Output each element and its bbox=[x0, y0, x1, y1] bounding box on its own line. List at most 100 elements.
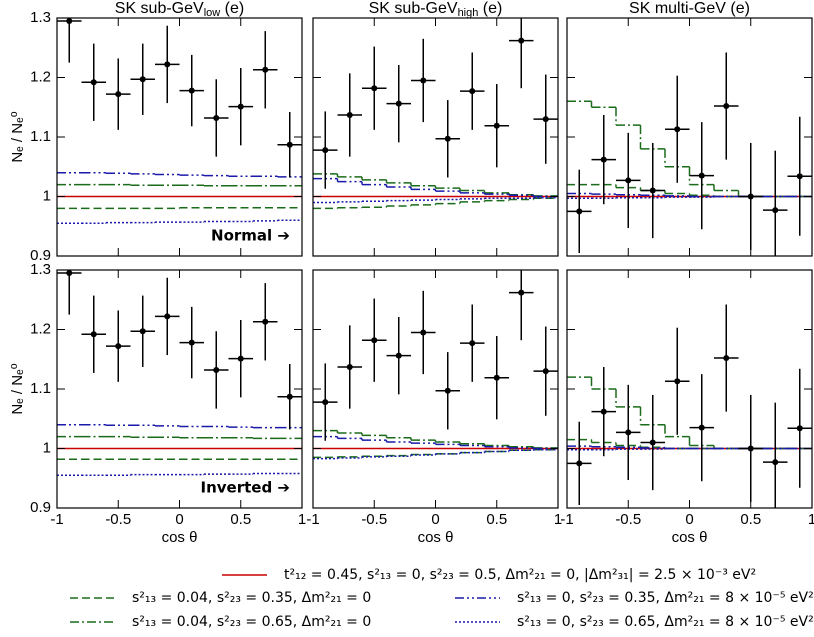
data-point bbox=[371, 85, 378, 92]
data-point bbox=[493, 374, 500, 381]
x-axis-label: cos θ bbox=[162, 529, 198, 546]
x-tick-label: -1 bbox=[306, 511, 319, 528]
y-tick-label: 1.3 bbox=[30, 261, 51, 278]
data-point bbox=[237, 355, 244, 362]
data-point bbox=[493, 122, 500, 129]
data-point bbox=[747, 445, 754, 452]
y-tick-label: 0.9 bbox=[30, 499, 51, 516]
data-point bbox=[164, 61, 171, 68]
data-point bbox=[66, 270, 73, 276]
data-point bbox=[796, 173, 803, 180]
data-point bbox=[542, 368, 549, 375]
data-point bbox=[213, 114, 220, 121]
x-tick-label: 1 bbox=[554, 511, 562, 528]
y-axis-label: Nₑ / Nₑ⁰ bbox=[9, 363, 26, 414]
data-point bbox=[649, 439, 656, 446]
legend-label: s²₁₃ = 0.04, s²₂₃ = 0.65, Δm²₂₁ = 0 bbox=[132, 614, 371, 630]
x-tick-label: 1 bbox=[808, 511, 814, 528]
data-point bbox=[371, 337, 378, 344]
x-axis-label: cos θ bbox=[418, 529, 454, 546]
data-point bbox=[444, 135, 451, 142]
data-point bbox=[576, 208, 583, 215]
plot-area bbox=[313, 270, 558, 460]
y-tick-label: 1 bbox=[43, 187, 51, 204]
data-point bbox=[796, 425, 803, 432]
legend-label: s²₁₃ = 0, s²₂₃ = 0.35, Δm²₂₁ = 8 × 10⁻⁵ … bbox=[517, 590, 814, 606]
title-subscript: high bbox=[458, 7, 479, 19]
title-part: (e) bbox=[478, 0, 502, 17]
legend-label: s²₁₃ = 0, s²₂₃ = 0.65, Δm²₂₁ = 8 × 10⁻⁵ … bbox=[517, 614, 814, 630]
data-point bbox=[213, 366, 220, 373]
data-point bbox=[188, 87, 195, 94]
x-tick-label: 0 bbox=[431, 511, 439, 528]
data-point bbox=[139, 76, 146, 83]
y-tick-label: 1.2 bbox=[30, 320, 51, 337]
data-point bbox=[723, 103, 730, 110]
data-point bbox=[576, 460, 583, 467]
data-point bbox=[600, 408, 607, 415]
panel-title: SK sub-GeVhigh (e) bbox=[369, 0, 503, 19]
data-point bbox=[698, 424, 705, 431]
y-tick-label: 1.1 bbox=[30, 128, 51, 145]
data-point bbox=[625, 429, 632, 436]
x-axis-label: cos θ bbox=[672, 529, 708, 546]
title-part: SK multi-GeV (e) bbox=[629, 0, 750, 17]
data-point bbox=[674, 378, 681, 385]
data-point bbox=[542, 116, 549, 123]
x-tick-label: -1 bbox=[50, 511, 63, 528]
x-tick-label: 1 bbox=[298, 511, 306, 528]
x-tick-label: -0.5 bbox=[105, 511, 131, 528]
plot-area bbox=[567, 304, 812, 508]
x-tick-label: 0 bbox=[685, 511, 693, 528]
panel-title: SK sub-GeVlow (e) bbox=[115, 0, 244, 19]
y-tick-label: 1.1 bbox=[30, 380, 51, 397]
data-point bbox=[420, 77, 427, 84]
data-point bbox=[188, 339, 195, 346]
title-part: SK sub-GeV bbox=[115, 0, 204, 17]
data-point bbox=[66, 18, 73, 24]
data-point bbox=[322, 147, 329, 154]
data-point bbox=[469, 340, 476, 347]
x-tick-label: -0.5 bbox=[615, 511, 641, 528]
y-tick-label: 0.9 bbox=[30, 247, 51, 264]
data-point bbox=[444, 387, 451, 394]
y-tick-label: 1.3 bbox=[30, 9, 51, 26]
data-point bbox=[420, 329, 427, 336]
annotation: Inverted ➔ bbox=[201, 479, 290, 497]
data-point bbox=[90, 79, 97, 86]
title-part: SK sub-GeV bbox=[369, 0, 458, 17]
legend-label: t²₁₂ = 0.45, s²₁₃ = 0, s²₂₃ = 0.5, Δm²₂₁… bbox=[284, 567, 756, 583]
legend-label: s²₁₃ = 0.04, s²₂₃ = 0.35, Δm²₂₁ = 0 bbox=[132, 590, 371, 606]
title-subscript: low bbox=[204, 7, 221, 19]
data-point bbox=[772, 459, 779, 466]
data-point bbox=[649, 187, 656, 194]
data-point bbox=[772, 207, 779, 214]
plot-area bbox=[567, 52, 812, 256]
data-point bbox=[139, 328, 146, 335]
annotation: Normal ➔ bbox=[211, 227, 290, 245]
x-tick-label: 0.5 bbox=[230, 511, 251, 528]
data-point bbox=[346, 111, 353, 118]
data-point bbox=[395, 352, 402, 359]
plot-area bbox=[57, 270, 302, 477]
x-tick-label: 0.5 bbox=[486, 511, 507, 528]
panel-title: SK multi-GeV (e) bbox=[629, 0, 750, 17]
data-point bbox=[698, 172, 705, 179]
data-point bbox=[322, 399, 329, 406]
data-point bbox=[115, 91, 122, 98]
plot-area bbox=[57, 18, 302, 225]
data-point bbox=[518, 37, 525, 44]
x-tick-label: -1 bbox=[560, 511, 573, 528]
data-point bbox=[90, 331, 97, 338]
data-point bbox=[747, 193, 754, 200]
data-point bbox=[518, 289, 525, 296]
plot-area bbox=[313, 18, 558, 210]
data-point bbox=[600, 156, 607, 163]
data-point bbox=[625, 177, 632, 184]
data-point bbox=[262, 66, 269, 73]
data-point bbox=[286, 393, 293, 400]
data-point bbox=[674, 126, 681, 133]
data-point bbox=[346, 363, 353, 370]
data-point bbox=[469, 88, 476, 95]
